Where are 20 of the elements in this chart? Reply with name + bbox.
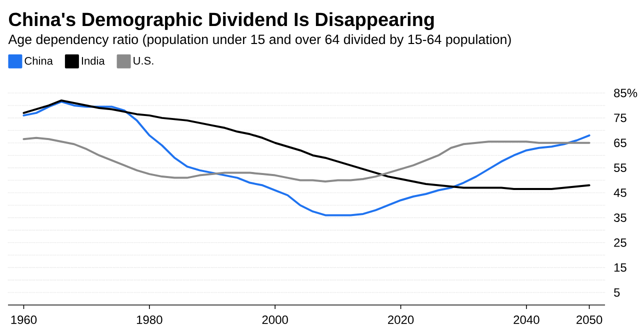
y-tick-label: 25 [614, 238, 626, 247]
x-tick-label: 1980 [136, 316, 162, 324]
y-tick-label: 65 [614, 138, 626, 148]
y-tick-label: 15 [614, 263, 626, 272]
legend-label: China [24, 56, 53, 65]
x-tick-label: 2020 [388, 316, 414, 324]
y-tick-label: 5 [614, 288, 620, 297]
legend-label: India [82, 56, 105, 65]
y-tick-label: 55 [614, 164, 626, 172]
x-tick-label: 2050 [576, 316, 602, 324]
y-tick-label: 75 [614, 114, 626, 122]
y-tick-label: 35 [614, 213, 626, 222]
legend-label: U.S. [134, 56, 154, 65]
x-tick-label: 2040 [514, 316, 540, 324]
x-tick-label: 1960 [11, 316, 37, 324]
chart-subtitle: Age dependency ratio (population under 15 and over 64 divided by 15-64 population) [8, 34, 511, 47]
chart-title: China's Demographic Dividend Is Disappearing [8, 12, 434, 30]
y-tick-label: 85% [614, 88, 638, 98]
y-tick-label: 45 [614, 188, 626, 197]
x-tick-label: 2000 [262, 316, 288, 324]
